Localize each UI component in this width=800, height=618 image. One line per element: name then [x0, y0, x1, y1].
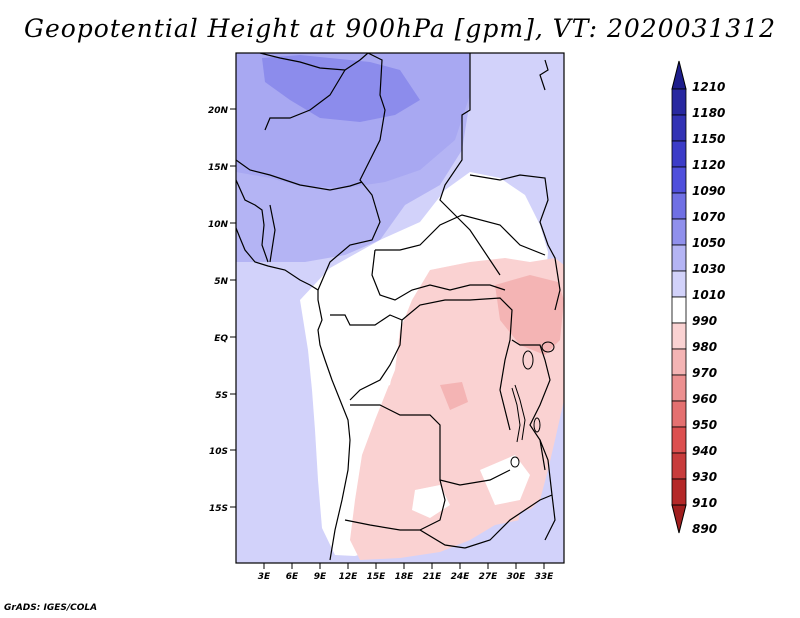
- colorbar-swatch: [671, 88, 687, 116]
- colorbar-label: 1210: [692, 80, 725, 94]
- colorbar-swatch: [671, 114, 687, 142]
- lon-label: 12E: [339, 572, 359, 582]
- lat-label: 10S: [209, 447, 228, 457]
- lat-label: 5S: [215, 391, 228, 401]
- colorbar-swatch: [671, 218, 687, 246]
- contour-fill-970: [495, 275, 564, 355]
- colorbar-label: 1180: [692, 106, 725, 120]
- contour-hole: [480, 455, 530, 505]
- colorbar-swatch: [671, 348, 687, 376]
- contour-fill-1010: [515, 505, 560, 556]
- lat-label: 10N: [208, 220, 229, 230]
- colorbar-swatch: [671, 426, 687, 454]
- colorbar-swatch: [671, 478, 687, 506]
- lon-label: 30E: [507, 572, 527, 582]
- longitude-axis: 3E 6E 9E 12E 15E 18E 21E 24E 27E 30E 33E: [258, 563, 554, 582]
- colorbar-label: 990: [692, 314, 717, 328]
- lon-label: 9E: [314, 572, 327, 582]
- contour-fill-970: [440, 382, 468, 410]
- colorbar-label: 1120: [692, 158, 725, 172]
- lon-label: 21E: [423, 572, 443, 582]
- colorbar-label: 950: [692, 418, 717, 432]
- lakes: [510, 341, 555, 468]
- colorbar-label: 970: [692, 366, 717, 380]
- colorbar-label: 890: [692, 522, 717, 536]
- colorbar-label: 1030: [692, 262, 725, 276]
- colorbar-label: 1050: [692, 236, 725, 250]
- lat-label: 20N: [208, 106, 229, 116]
- lat-label: 5N: [214, 277, 228, 287]
- colorbar-swatch: [671, 166, 687, 194]
- lat-label: 15S: [209, 504, 228, 514]
- colorbar-label: 960: [692, 392, 717, 406]
- colorbar-label: 1010: [692, 288, 725, 302]
- colorbar-bottom-arrow: [671, 504, 687, 534]
- colorbar-swatch: [671, 322, 687, 350]
- colorbar-swatch: [671, 374, 687, 402]
- lon-label: 3E: [258, 572, 271, 582]
- colorbar-label: 1150: [692, 132, 725, 146]
- lon-label: 27E: [479, 572, 499, 582]
- coastline-borders: [236, 53, 561, 561]
- colorbar-swatch: [671, 296, 687, 324]
- contour-fill-1070: [262, 55, 420, 122]
- map-frame: [235, 52, 565, 564]
- colorbar-swatch: [671, 140, 687, 168]
- colorbar-swatch: [671, 244, 687, 272]
- colorbar-swatch: [671, 192, 687, 220]
- colorbar-swatch: [671, 400, 687, 428]
- lat-label: 15N: [208, 163, 229, 173]
- colorbar-label: 910: [692, 496, 717, 510]
- map-title: Geopotential Height at 900hPa [gpm], VT:…: [23, 14, 777, 43]
- colorbar-swatch: [671, 452, 687, 480]
- contour-hole: [350, 340, 395, 392]
- lon-label: 15E: [367, 572, 387, 582]
- grads-credit: GrADS: IGES/COLA: [4, 603, 98, 613]
- colorbar-top-arrow: [671, 60, 687, 90]
- lon-label: 6E: [286, 572, 299, 582]
- colorbar-label: 980: [692, 340, 717, 354]
- contour-hole: [412, 485, 450, 518]
- colorbar-label: 940: [692, 444, 717, 458]
- colorbar: 1210 1180 1150 1120 1090 1070 1050 1030 1010 990 9…: [671, 60, 725, 536]
- colorbar-label: 930: [692, 470, 717, 484]
- colorbar-swatch: [671, 270, 687, 298]
- lon-label: 33E: [535, 572, 555, 582]
- lon-label: 24E: [451, 572, 471, 582]
- lon-label: 18E: [395, 572, 415, 582]
- latitude-axis: 20N 15N 10N 5N EQ 5S 10S 15S: [208, 106, 236, 514]
- map-panel: [236, 53, 564, 563]
- colorbar-label: 1090: [692, 184, 725, 198]
- colorbar-label: 1070: [692, 210, 725, 224]
- lat-label: EQ: [214, 334, 228, 344]
